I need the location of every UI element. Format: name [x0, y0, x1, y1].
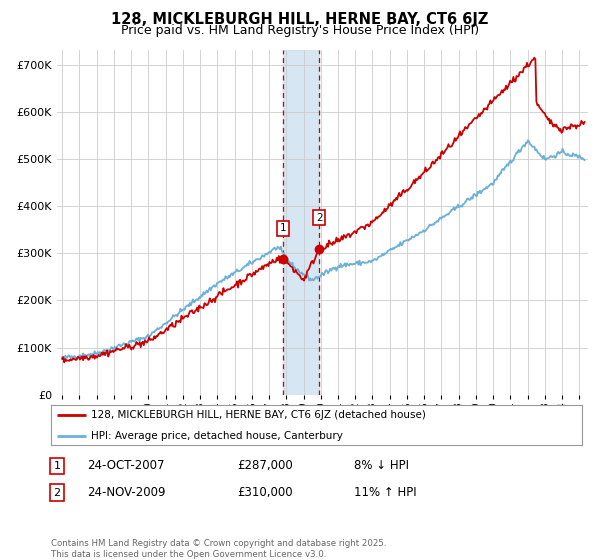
Text: 128, MICKLEBURGH HILL, HERNE BAY, CT6 6JZ: 128, MICKLEBURGH HILL, HERNE BAY, CT6 6J… [112, 12, 488, 27]
Text: HPI: Average price, detached house, Canterbury: HPI: Average price, detached house, Cant… [91, 431, 343, 441]
Text: £310,000: £310,000 [237, 486, 293, 500]
Text: 2: 2 [316, 213, 323, 223]
Text: 1: 1 [53, 461, 61, 471]
Text: 1: 1 [280, 223, 287, 234]
Text: Price paid vs. HM Land Registry's House Price Index (HPI): Price paid vs. HM Land Registry's House … [121, 24, 479, 37]
Text: 2: 2 [53, 488, 61, 498]
Bar [283, 50, 319, 395]
Text: 24-OCT-2007: 24-OCT-2007 [87, 459, 164, 473]
Text: 8% ↓ HPI: 8% ↓ HPI [354, 459, 409, 473]
Text: 128, MICKLEBURGH HILL, HERNE BAY, CT6 6JZ (detached house): 128, MICKLEBURGH HILL, HERNE BAY, CT6 6J… [91, 410, 426, 421]
Text: 11% ↑ HPI: 11% ↑ HPI [354, 486, 416, 500]
Text: Contains HM Land Registry data © Crown copyright and database right 2025.
This d: Contains HM Land Registry data © Crown c… [51, 539, 386, 559]
Text: 24-NOV-2009: 24-NOV-2009 [87, 486, 166, 500]
Text: £287,000: £287,000 [237, 459, 293, 473]
